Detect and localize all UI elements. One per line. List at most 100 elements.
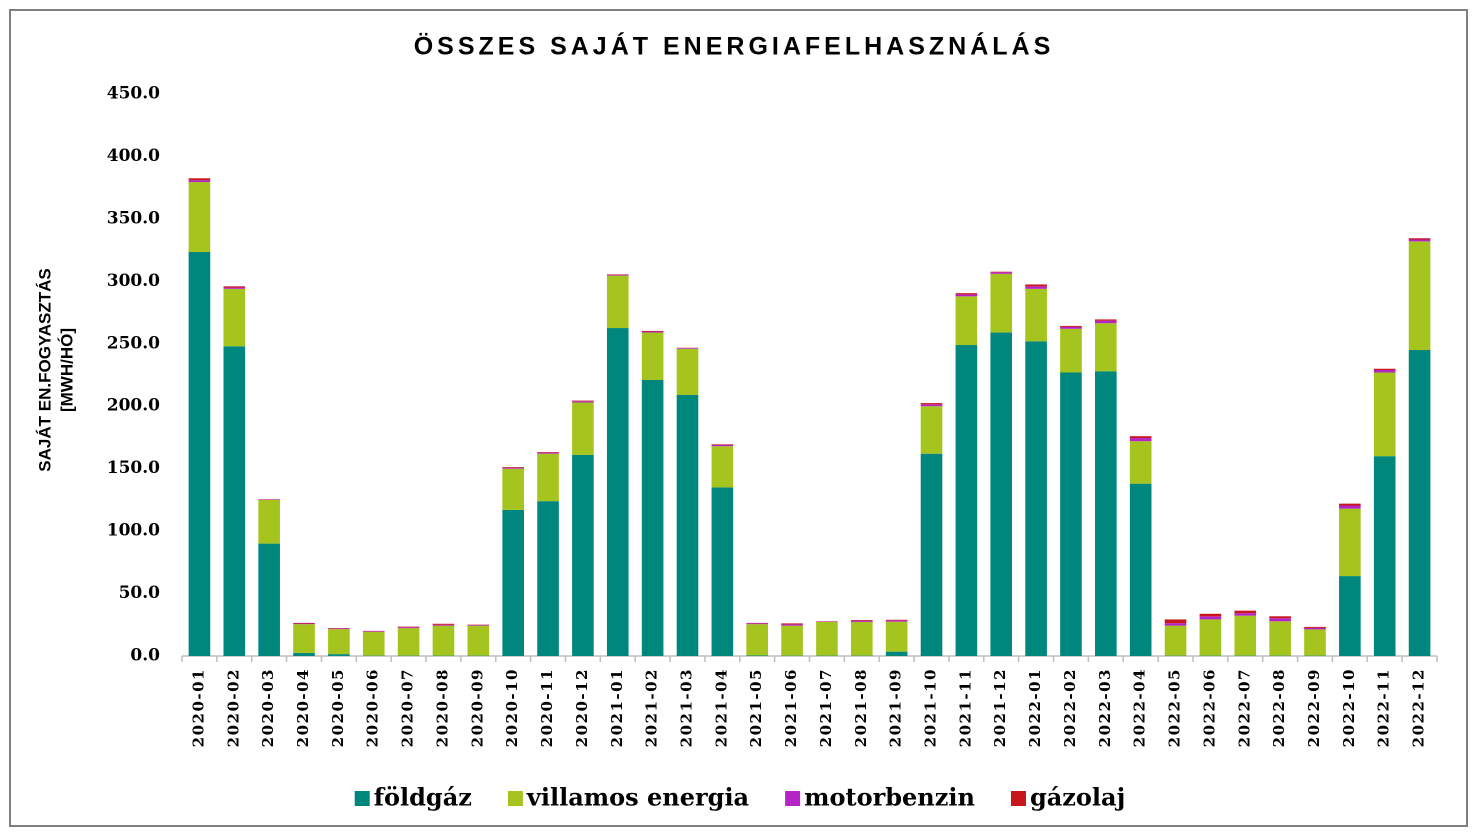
bar-segment bbox=[641, 332, 664, 380]
bar-segment bbox=[1129, 483, 1152, 656]
bar-segment bbox=[537, 452, 559, 453]
bar-segment bbox=[1199, 619, 1222, 656]
y-tick-label: 50.0 bbox=[119, 583, 161, 603]
y-tick-label: 0.0 bbox=[130, 646, 160, 666]
bar-segment bbox=[1095, 319, 1117, 321]
x-tick-label: 2020-10 bbox=[503, 668, 521, 747]
bar-segment bbox=[850, 620, 873, 622]
bar-segment bbox=[641, 330, 664, 332]
bar-segment bbox=[188, 178, 211, 181]
bar-segment bbox=[1373, 372, 1396, 457]
bar-segment bbox=[920, 403, 943, 405]
bar-segment bbox=[676, 348, 699, 349]
x-tick-label: 2022-03 bbox=[1096, 668, 1114, 747]
bar-segment bbox=[1339, 576, 1361, 656]
bar-segment bbox=[1269, 618, 1291, 622]
bar-segment bbox=[1339, 503, 1361, 506]
bar-segment bbox=[711, 446, 734, 488]
bar-segment bbox=[537, 452, 559, 454]
bar-segment bbox=[1060, 328, 1082, 373]
x-tick-label: 2021-08 bbox=[852, 668, 870, 747]
x-tick-label: 2022-06 bbox=[1200, 668, 1218, 747]
bar-segment bbox=[990, 273, 1013, 333]
bar-segment bbox=[293, 623, 315, 625]
x-tick-label: 2021-05 bbox=[747, 668, 765, 747]
x-tick-label: 2022-10 bbox=[1340, 668, 1358, 747]
legend-label: villamos energia bbox=[526, 783, 749, 812]
x-tick-label: 2021-09 bbox=[887, 668, 905, 747]
x-tick-label: 2022-11 bbox=[1375, 668, 1393, 747]
bar-segment bbox=[1095, 320, 1117, 324]
bar-segment bbox=[676, 348, 699, 395]
x-tick-label: 2021-02 bbox=[643, 668, 661, 747]
bar-segment bbox=[1199, 616, 1222, 620]
y-tick-label: 450.0 bbox=[107, 84, 160, 104]
bar-segment bbox=[362, 631, 385, 656]
x-tick-label: 2021-06 bbox=[782, 668, 800, 747]
x-tick-label: 2020-08 bbox=[433, 668, 451, 747]
bar-segment bbox=[572, 400, 594, 402]
bar-segment bbox=[920, 404, 943, 407]
x-tick-label: 2022-02 bbox=[1061, 668, 1079, 747]
bar-segment bbox=[850, 620, 873, 621]
bar-segment bbox=[293, 622, 315, 624]
bar-segment bbox=[1234, 615, 1257, 656]
chart-frame bbox=[9, 9, 1468, 827]
bar-segment bbox=[816, 621, 838, 656]
legend-label: motorbenzin bbox=[804, 783, 975, 812]
bar-segment bbox=[955, 345, 978, 656]
bar-segment bbox=[641, 379, 664, 656]
x-tick-label: 2020-04 bbox=[294, 668, 312, 747]
bar-segment bbox=[1025, 286, 1047, 289]
bar-segment bbox=[223, 286, 246, 288]
x-tick-label: 2020-11 bbox=[538, 668, 556, 747]
bar-segment bbox=[1304, 629, 1326, 656]
bar-segment bbox=[781, 625, 803, 656]
bar-segment bbox=[223, 346, 246, 656]
legend-swatch bbox=[354, 791, 370, 806]
x-tick-label: 2020-09 bbox=[468, 668, 486, 747]
x-tick-label: 2020-01 bbox=[189, 668, 207, 747]
bar-segment bbox=[328, 629, 350, 655]
bar-segment bbox=[293, 624, 315, 653]
bar-segment bbox=[1269, 621, 1291, 656]
bar-segment bbox=[572, 401, 594, 403]
bar-segment bbox=[223, 287, 246, 289]
x-tick-label: 2021-04 bbox=[712, 668, 730, 747]
bar-segment bbox=[990, 332, 1013, 656]
x-tick-label: 2022-12 bbox=[1410, 668, 1428, 747]
bar-segment bbox=[362, 631, 385, 632]
x-tick-label: 2022-04 bbox=[1131, 668, 1149, 747]
legend-swatch bbox=[507, 791, 523, 806]
bar-segment bbox=[781, 624, 803, 626]
bar-segment bbox=[746, 655, 769, 656]
bar-segment bbox=[746, 624, 769, 656]
x-tick-label: 2021-12 bbox=[991, 668, 1009, 747]
bar-segment bbox=[1373, 370, 1396, 373]
x-tick-label: 2020-05 bbox=[329, 668, 347, 747]
bar-segment bbox=[1339, 505, 1361, 509]
bar-segment bbox=[1129, 438, 1152, 442]
bar-segment bbox=[955, 296, 978, 346]
x-tick-label: 2021-11 bbox=[956, 668, 974, 747]
bar-segment bbox=[502, 467, 524, 468]
bar-segment bbox=[572, 402, 594, 455]
bar-segment bbox=[502, 509, 524, 656]
bar-segment bbox=[328, 654, 350, 656]
bar-segment bbox=[920, 453, 943, 656]
bar-segment bbox=[467, 625, 490, 626]
x-tick-label: 2021-07 bbox=[817, 668, 835, 747]
x-tick-label: 2020-07 bbox=[399, 668, 417, 747]
x-tick-label: 2021-03 bbox=[677, 668, 695, 747]
y-tick-label: 300.0 bbox=[107, 271, 160, 291]
bar-segment bbox=[1199, 613, 1222, 617]
bar-segment bbox=[397, 628, 420, 656]
bar-segment bbox=[223, 288, 246, 347]
legend-label: gázolaj bbox=[1030, 783, 1125, 812]
bar-segment bbox=[328, 628, 350, 630]
y-tick-label: 150.0 bbox=[107, 458, 160, 478]
bar-segment bbox=[1234, 613, 1257, 616]
bar-segment bbox=[293, 652, 315, 656]
bar-segment bbox=[258, 499, 280, 544]
